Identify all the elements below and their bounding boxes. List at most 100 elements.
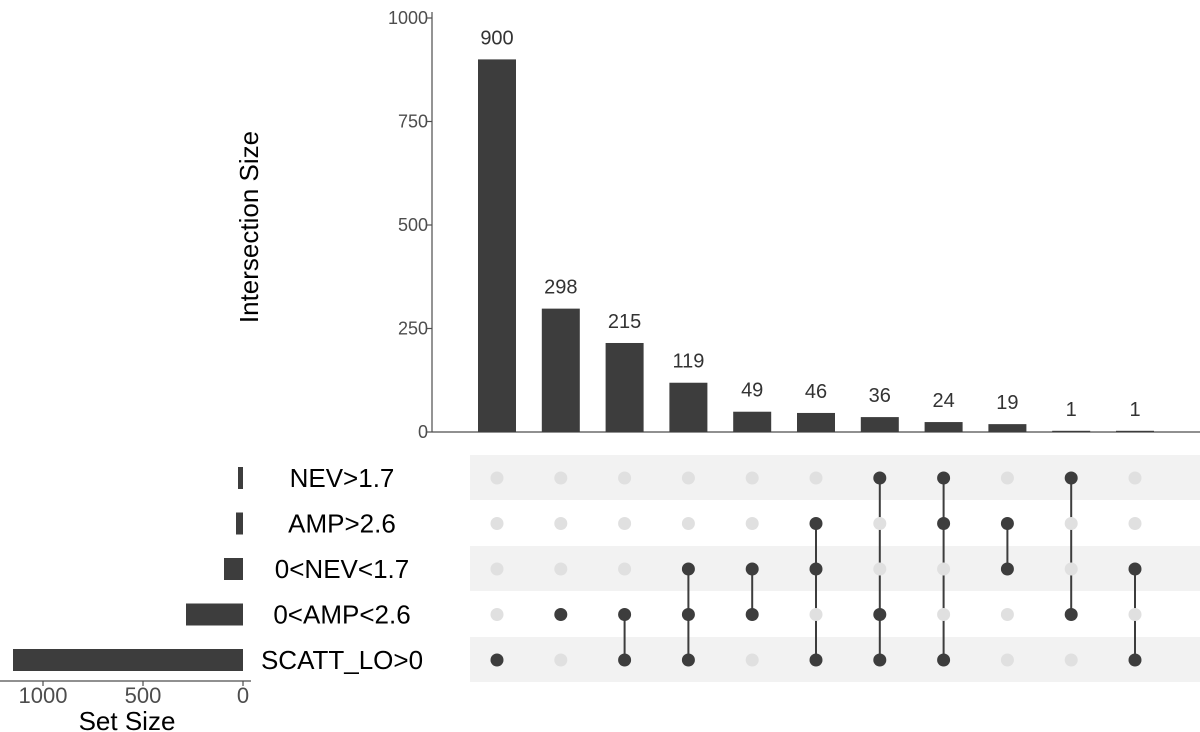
matrix-dot-active: [937, 517, 951, 530]
matrix-dot-inactive: [681, 517, 695, 530]
y-tick-label: 750: [398, 112, 428, 132]
set-size-bar: [13, 649, 243, 671]
matrix-dot-active: [681, 608, 695, 621]
set-label: NEV>1.7: [290, 463, 395, 493]
y-tick-label: 500: [398, 215, 428, 235]
intersection-bar-label: 19: [996, 392, 1018, 414]
matrix-dot-inactive: [554, 562, 568, 576]
matrix-dot-inactive: [618, 471, 632, 485]
set-label: 0<AMP<2.6: [273, 600, 410, 630]
matrix-dot-inactive: [1064, 517, 1078, 530]
intersection-bars: [478, 59, 1154, 433]
matrix-dot-active: [809, 562, 823, 576]
matrix-dot-active: [1128, 562, 1142, 576]
intersection-bar: [733, 411, 772, 432]
matrix-dot-inactive: [554, 517, 568, 530]
y-tick-label: 0: [418, 422, 428, 442]
set-size-axis-title: Set Size: [79, 706, 176, 732]
set-size-bars: [13, 467, 243, 671]
matrix-dot-active: [618, 608, 632, 621]
matrix-dot-inactive: [618, 517, 632, 530]
matrix-dot-inactive: [1000, 608, 1014, 621]
set-size-tick-label: 1000: [19, 683, 68, 708]
matrix-dot-inactive: [745, 471, 759, 485]
matrix-dot-inactive: [1128, 608, 1142, 621]
y-tick-label: 250: [398, 319, 428, 339]
matrix-row-stripes: [470, 455, 1200, 682]
matrix-dot-inactive: [1000, 653, 1014, 667]
matrix-dot-inactive: [873, 517, 887, 530]
intersection-bar-label: 49: [741, 380, 763, 402]
matrix-dot-inactive: [1064, 653, 1078, 667]
set-label: AMP>2.6: [288, 509, 396, 539]
matrix-dot-inactive: [490, 562, 504, 576]
y-axis-title: Intersection Size: [234, 131, 264, 323]
matrix-dot-inactive: [809, 471, 823, 485]
intersection-bar: [1116, 430, 1154, 432]
matrix-dot-inactive: [490, 517, 504, 530]
set-size-bar: [236, 512, 243, 535]
matrix-dot-active: [745, 608, 759, 621]
intersection-bar: [1052, 430, 1091, 432]
matrix-dot-active: [1128, 653, 1142, 667]
intersection-bar-label: 298: [544, 277, 577, 299]
y-tick-label: 1000: [388, 8, 428, 28]
matrix-dot-inactive: [745, 653, 759, 667]
set-size-tick-label: 500: [125, 683, 162, 708]
intersection-bar-label: 900: [480, 27, 513, 49]
matrix-dot-inactive: [554, 653, 568, 667]
intersection-bar-label: 215: [608, 311, 641, 333]
matrix-dot-inactive: [937, 608, 951, 621]
set-labels: NEV>1.7 AMP>2.6 0<NEV<1.7 0<AMP<2.6 SCATT_LO…: [261, 463, 423, 675]
intersection-bar: [988, 424, 1027, 432]
matrix-dot-active: [681, 653, 695, 667]
set-size-tick-label: 0: [237, 683, 249, 708]
intersection-bar-label: 119: [672, 351, 704, 373]
matrix-dot-active: [1064, 471, 1078, 485]
matrix-dot-active: [618, 653, 632, 667]
intersection-bar: [541, 308, 580, 432]
intersection-bar-label: 1: [1129, 399, 1140, 421]
matrix-dot-inactive: [873, 562, 887, 576]
matrix-dot-inactive: [618, 562, 632, 576]
matrix-dot-inactive: [745, 517, 759, 530]
matrix-dot-inactive: [1000, 471, 1014, 485]
matrix-dot-inactive: [809, 608, 823, 621]
matrix-dot-active: [554, 608, 568, 621]
intersection-bar: [478, 59, 516, 433]
intersection-bar-label: 1: [1066, 399, 1077, 421]
intersection-bar: [797, 412, 835, 432]
set-label: SCATT_LO>0: [261, 645, 423, 675]
matrix-dot-inactive: [490, 471, 504, 485]
matrix-dot-active: [809, 653, 823, 667]
intersection-bar-labels: 900 298 215 119 49 46 36 24 19 1 1: [480, 27, 1140, 420]
matrix-dot-active: [490, 653, 504, 667]
matrix-dot-inactive: [554, 471, 568, 485]
intersection-bar-label: 24: [932, 390, 954, 412]
intersection-matrix: [490, 471, 1142, 667]
intersection-bar-label: 36: [869, 385, 891, 407]
matrix-dot-active: [1000, 562, 1014, 576]
matrix-dot-active: [809, 517, 823, 530]
matrix-dot-inactive: [490, 608, 504, 621]
matrix-dot-active: [873, 608, 887, 621]
intersection-bar: [605, 342, 644, 432]
intersection-bar-label: 46: [805, 381, 827, 403]
intersection-bar: [860, 417, 899, 432]
matrix-row-stripe: [470, 455, 1200, 500]
intersection-bar: [924, 422, 963, 432]
matrix-row-stripe: [470, 546, 1200, 591]
matrix-dot-inactive: [1128, 517, 1142, 530]
matrix-dot-active: [873, 471, 887, 485]
set-size-bar: [224, 558, 243, 580]
matrix-dot-inactive: [681, 471, 695, 485]
matrix-dot-active: [873, 653, 887, 667]
matrix-dot-inactive: [1064, 562, 1078, 576]
matrix-dot-inactive: [937, 562, 951, 576]
set-size-bar: [238, 467, 243, 489]
set-label: 0<NEV<1.7: [275, 554, 409, 584]
intersection-bar: [669, 382, 708, 432]
set-size-bar: [186, 603, 243, 626]
matrix-dot-inactive: [1128, 471, 1142, 485]
